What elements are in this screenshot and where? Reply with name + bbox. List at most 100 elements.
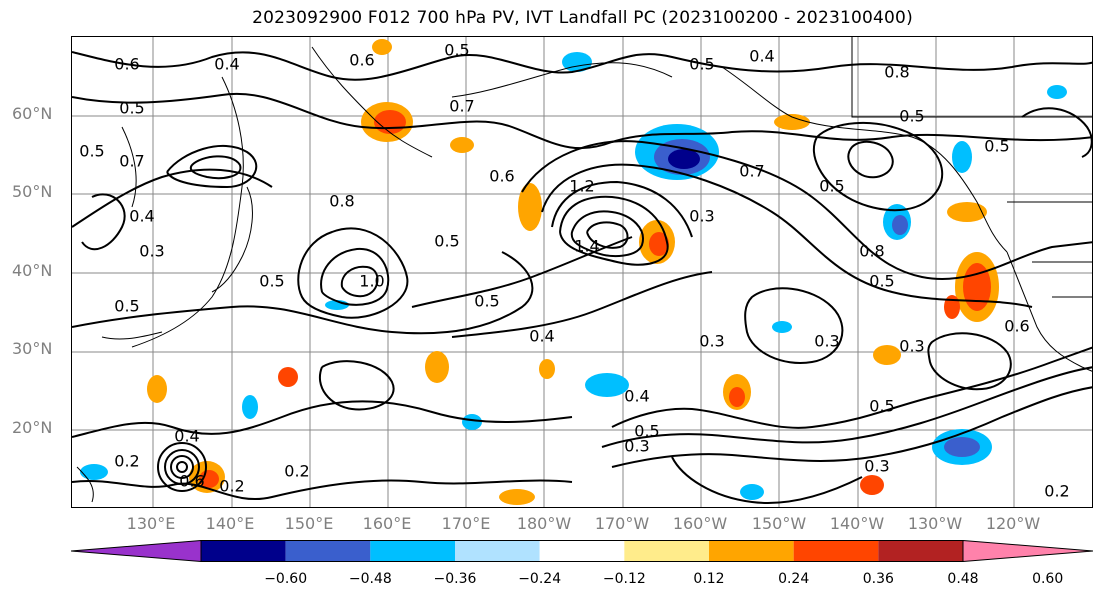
colorbar [71, 540, 1093, 562]
lon-label-130w: 130°W [907, 514, 963, 533]
colorbar-tick-label: 0.24 [778, 571, 810, 587]
colorbar-tick-label: 0.12 [693, 571, 725, 587]
contour-label: 0.3 [624, 437, 649, 456]
contour-label: 0.5 [474, 292, 499, 311]
contour-label: 1.2 [569, 177, 594, 196]
red-anomaly-small2 [425, 351, 449, 383]
contour-label: 0.5 [899, 107, 924, 126]
blue-anomaly-alaska-coast [952, 141, 972, 173]
contour-label: 0.4 [529, 327, 554, 346]
contour-label: 0.6 [1004, 317, 1029, 336]
contour-label: 0.2 [1044, 482, 1069, 501]
contour-label: 0.3 [689, 207, 714, 226]
coastlines [76, 37, 1092, 503]
contour-label: 0.5 [79, 142, 104, 161]
red-anomaly-small5 [873, 345, 901, 365]
red-anomaly-central-core [649, 232, 669, 256]
contour-label: 0.3 [899, 337, 924, 356]
colorbar-tick-label: 0.48 [947, 571, 979, 587]
lon-label-180w: 180°W [516, 514, 572, 533]
contour-label: 0.5 [819, 177, 844, 196]
map-title: 2023092900 F012 700 hPa PV, IVT Landfall… [252, 8, 913, 28]
contour-label: 0.5 [434, 232, 459, 251]
red-anomaly-small9 [450, 137, 474, 153]
red-anomaly-small8 [774, 114, 810, 130]
blue-anomaly-small4 [740, 484, 764, 500]
contour-label: 0.2 [219, 477, 244, 496]
red-anomaly-small1 [278, 367, 298, 387]
lon-label-150e: 150°E [284, 514, 334, 533]
contour-label: 0.6 [114, 55, 139, 74]
red-anomaly-japan-north-core [374, 110, 406, 134]
contour-label: 0.7 [119, 152, 144, 171]
colorbar-bin [455, 540, 540, 562]
map-canvas: 0.6 0.4 0.60.5 0.40.5 0.80.50.50.70.70.50.50… [72, 37, 1092, 507]
colorbar-bin [709, 540, 794, 562]
red-anomaly-small11 [944, 295, 960, 319]
red-anomaly-bc-coast [947, 202, 987, 222]
lon-label-140w: 140°W [829, 514, 885, 533]
contour-label: 0.3 [699, 332, 724, 351]
contour-label: 0.6 [489, 167, 514, 186]
lon-label-170w: 170°W [594, 514, 650, 533]
blue-anomaly-subtropical [585, 373, 629, 397]
colorbar-extend-min [71, 540, 202, 562]
contour-label: 0.5 [984, 137, 1009, 156]
contour-label: 1.4 [574, 237, 599, 256]
colorbar-tick-label: −0.24 [518, 571, 562, 587]
colorbar-bin [793, 540, 879, 562]
red-anomaly-small4 [499, 489, 535, 505]
lon-label-170e: 170°E [441, 514, 491, 533]
colorbar-bin [878, 540, 963, 562]
contour-label: 0.5 [444, 41, 469, 60]
contour-label: 0.5 [114, 297, 139, 316]
colorbar-bin [201, 540, 286, 562]
blue-anomaly-pacific-nw-core [892, 215, 908, 235]
contour-label: 0.4 [624, 387, 649, 406]
lon-label-140e: 140°E [205, 514, 255, 533]
colorbar-tick-label: −0.60 [264, 571, 308, 587]
red-anomaly-subtropical-core [729, 387, 745, 407]
contour-label: 1.0 [359, 272, 384, 291]
contour-label: 0.4 [214, 55, 239, 74]
contour-labels: 0.6 0.4 0.60.5 0.40.5 0.80.50.50.70.70.50.50… [79, 41, 1069, 501]
contour-label: 0.2 [114, 452, 139, 471]
typhoon-ring-4 [176, 461, 188, 473]
typhoon-ring-1 [157, 442, 207, 492]
contour-label: 0.6 [349, 51, 374, 70]
red-anomaly-small3 [518, 183, 542, 231]
blue-anomaly-small6 [1047, 85, 1067, 99]
contour-label: 0.2 [284, 462, 309, 481]
contour-label: 0.3 [814, 332, 839, 351]
red-anomaly-small6 [860, 475, 884, 495]
contour-label: 0.8 [884, 63, 909, 82]
contour-label: 0.8 [329, 192, 354, 211]
contour-label: 0.7 [739, 162, 764, 181]
lat-label-40n: 40°N [12, 261, 53, 280]
colorbar-tick-label: 0.36 [862, 571, 894, 587]
contour-label: 0.5 [634, 422, 659, 441]
lat-label-60n: 60°N [12, 104, 53, 123]
contour-label: 0.5 [869, 272, 894, 291]
contour-label: 0.7 [449, 97, 474, 116]
lon-label-160w: 160°W [672, 514, 728, 533]
colorbar-tick-label: −0.36 [433, 571, 477, 587]
pv-contours [72, 51, 1092, 504]
colorbar-bin [285, 540, 371, 562]
blue-anomaly-deep [668, 149, 700, 169]
blue-anomaly-small2 [462, 414, 482, 430]
colorbar-bin [539, 540, 625, 562]
red-anomaly-small10 [539, 359, 555, 379]
contour-label: 0.4 [129, 207, 154, 226]
blue-anomaly-small1 [242, 395, 258, 419]
typhoon-ring-2 [164, 449, 200, 485]
map-panel: 0.6 0.4 0.6 0.5 0.4 0.5 0.8 0.5 0.5 0.7 0.7 0.5 0.5 0… [71, 36, 1093, 508]
contour-label: 0.4 [749, 47, 774, 66]
red-anomaly-west-pac [147, 375, 167, 403]
lat-label-50n: 50°N [12, 182, 53, 201]
colorbar-tick-label: −0.48 [348, 571, 392, 587]
contour-label: 0.8 [859, 242, 884, 261]
contour-label: 0.3 [139, 242, 164, 261]
colorbar-outline [200, 540, 964, 562]
contour-label: 0.5 [689, 55, 714, 74]
